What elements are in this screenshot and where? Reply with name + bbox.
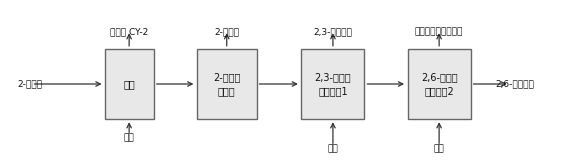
FancyBboxPatch shape xyxy=(301,49,364,119)
Text: 催化剂 CY-2: 催化剂 CY-2 xyxy=(110,27,148,36)
Text: 2,3-二氯甲苯: 2,3-二氯甲苯 xyxy=(313,27,352,36)
Text: 蒸汽: 蒸汽 xyxy=(328,145,338,154)
Text: 氯化: 氯化 xyxy=(123,79,135,89)
Text: 其他多氯甲苯副产物: 其他多氯甲苯副产物 xyxy=(415,27,463,36)
FancyBboxPatch shape xyxy=(196,49,257,119)
Text: 2,6-二氯甲苯: 2,6-二氯甲苯 xyxy=(495,79,534,89)
Text: 氯气: 氯气 xyxy=(124,133,134,142)
Text: 2-氯甲苯: 2-氯甲苯 xyxy=(214,27,239,36)
FancyBboxPatch shape xyxy=(408,49,471,119)
Text: 2-氯甲苯
精馏塔: 2-氯甲苯 精馏塔 xyxy=(213,72,241,96)
Text: 2,6-二氯甲
苯精馏塔2: 2,6-二氯甲 苯精馏塔2 xyxy=(421,72,457,96)
Text: 2-氯甲苯: 2-氯甲苯 xyxy=(17,79,42,89)
Text: 2,3-二氯甲
苯精馏塔1: 2,3-二氯甲 苯精馏塔1 xyxy=(315,72,351,96)
Text: 蒸汽: 蒸汽 xyxy=(434,145,444,154)
FancyBboxPatch shape xyxy=(104,49,154,119)
